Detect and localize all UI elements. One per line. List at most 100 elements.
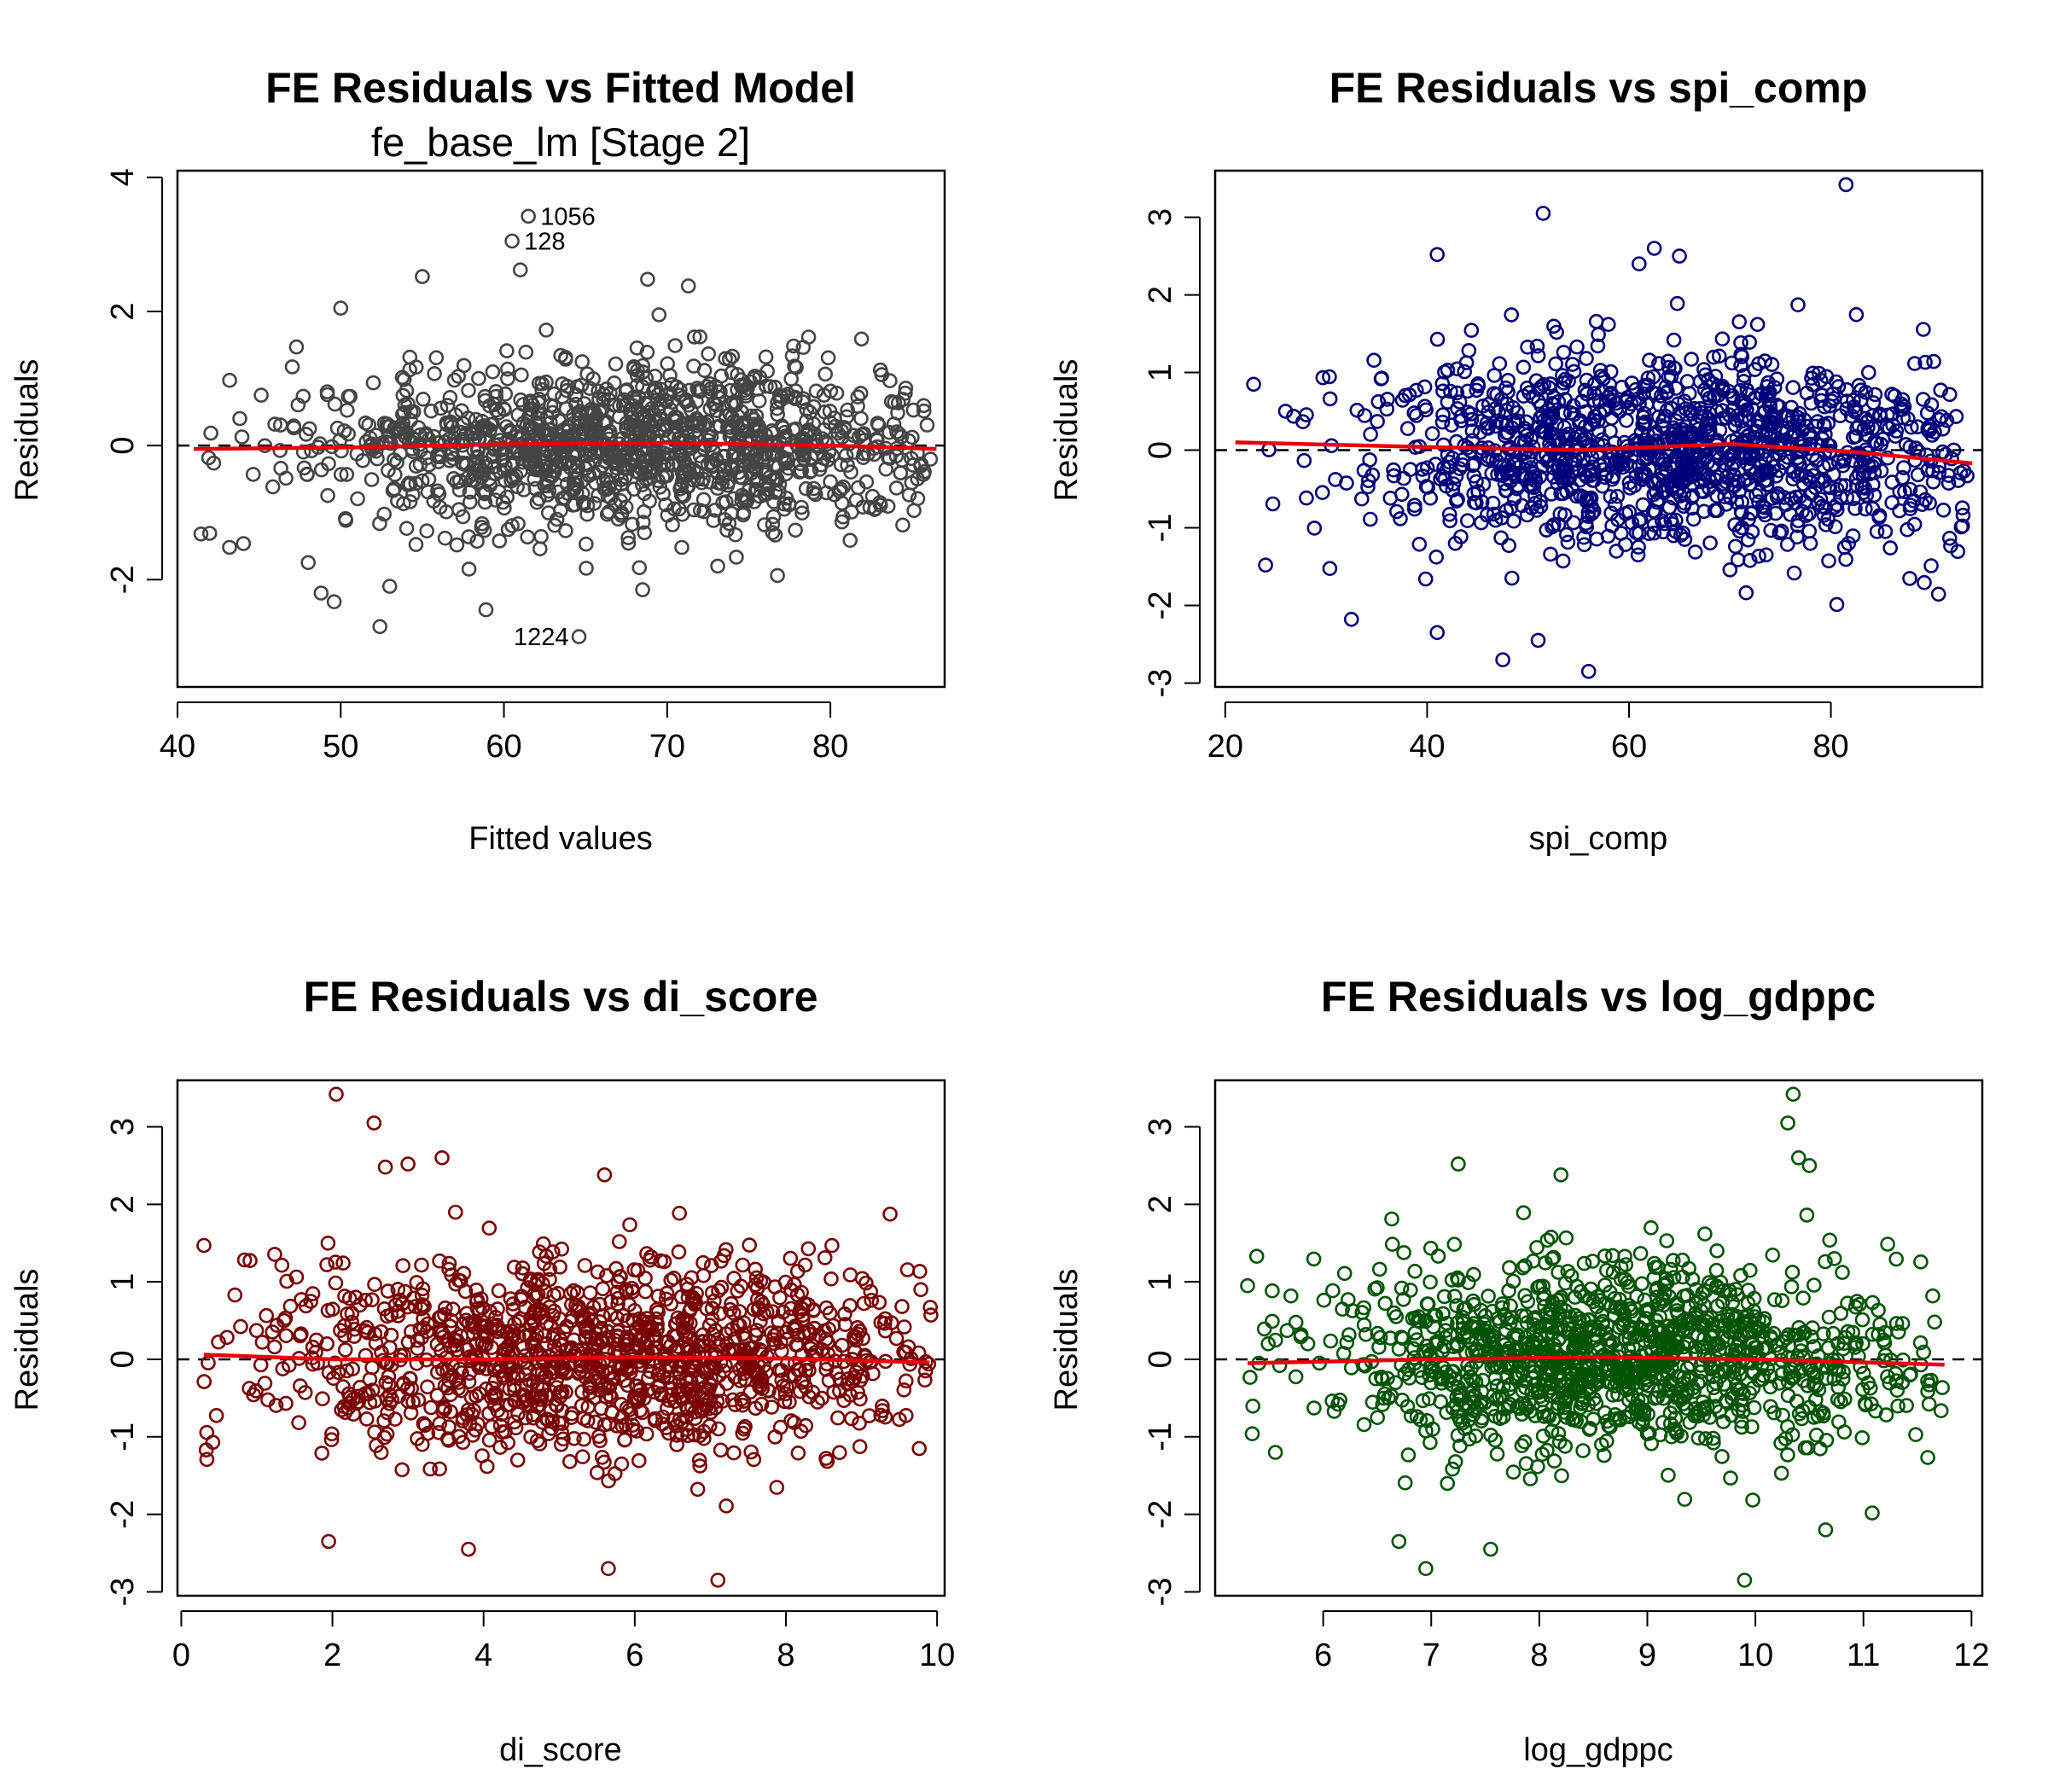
data-point xyxy=(696,363,713,378)
data-point xyxy=(389,455,404,470)
data-point xyxy=(1323,1333,1339,1349)
data-point xyxy=(535,1236,551,1252)
data-point xyxy=(273,460,288,476)
data-point xyxy=(714,471,730,486)
data-point xyxy=(624,1281,640,1296)
data-point xyxy=(716,1363,732,1379)
data-point xyxy=(1386,462,1401,478)
data-point xyxy=(1481,404,1496,420)
data-point xyxy=(1763,410,1779,425)
data-point xyxy=(650,401,666,416)
data-point xyxy=(1341,1292,1356,1307)
data-point xyxy=(485,364,501,380)
data-point xyxy=(1902,571,1917,586)
data-point xyxy=(541,483,557,499)
data-point xyxy=(1795,423,1810,439)
data-point xyxy=(1644,1220,1659,1236)
data-point xyxy=(1652,1427,1668,1443)
data-point xyxy=(666,1271,682,1286)
data-point xyxy=(861,1408,877,1423)
data-point xyxy=(1829,481,1845,497)
data-point xyxy=(730,450,746,466)
data-point xyxy=(591,1373,607,1388)
data-point xyxy=(619,420,634,436)
data-point xyxy=(272,443,288,458)
data-point xyxy=(1578,430,1593,446)
data-point xyxy=(617,1432,632,1448)
data-point xyxy=(1545,1249,1562,1265)
data-point xyxy=(1524,500,1539,516)
data-point xyxy=(369,451,385,467)
data-point xyxy=(471,370,486,387)
data-point xyxy=(1805,376,1821,393)
data-point xyxy=(488,1310,503,1325)
data-point xyxy=(1773,523,1789,539)
data-point xyxy=(706,513,721,528)
data-point xyxy=(1579,519,1594,535)
data-point xyxy=(1436,460,1452,476)
data-point xyxy=(526,1374,541,1390)
data-point xyxy=(1854,1430,1871,1446)
x-tick-label: 0 xyxy=(172,1638,190,1673)
data-point xyxy=(1766,380,1783,395)
data-point xyxy=(518,1393,533,1409)
data-point xyxy=(1837,478,1853,493)
data-point xyxy=(1898,437,1914,452)
data-point xyxy=(530,1273,546,1289)
data-point xyxy=(1857,1395,1873,1411)
data-point xyxy=(818,1362,835,1377)
data-point xyxy=(1583,1281,1599,1297)
data-point xyxy=(416,1311,431,1327)
data-point xyxy=(906,503,922,519)
data-point xyxy=(564,1405,580,1422)
data-point xyxy=(1822,1232,1837,1248)
data-point xyxy=(1871,508,1888,523)
data-point xyxy=(1598,466,1615,482)
data-point xyxy=(894,1299,910,1314)
data-point xyxy=(1517,1258,1533,1274)
chart-title: FE Residuals vs Fitted Model xyxy=(265,64,856,112)
data-point xyxy=(1915,497,1930,512)
data-point xyxy=(1714,331,1731,347)
data-point xyxy=(632,1329,649,1345)
data-point xyxy=(1394,393,1411,408)
data-point xyxy=(352,1297,368,1313)
x-tick-label: 2 xyxy=(323,1638,341,1673)
data-point xyxy=(513,392,528,408)
data-point xyxy=(647,1412,663,1428)
data-point xyxy=(1950,544,1966,560)
data-point xyxy=(342,388,358,404)
data-point xyxy=(1370,414,1385,429)
data-point xyxy=(527,422,542,439)
data-point xyxy=(490,1403,506,1418)
data-point xyxy=(622,1217,637,1233)
data-point xyxy=(1791,414,1807,429)
data-point xyxy=(1711,348,1727,364)
data-point xyxy=(679,1381,695,1397)
data-point xyxy=(373,1324,389,1340)
data-point xyxy=(709,1393,725,1409)
data-point xyxy=(736,507,751,523)
data-point xyxy=(690,382,707,399)
data-point xyxy=(724,1295,739,1312)
data-point xyxy=(390,1282,406,1297)
data-point xyxy=(751,1374,767,1389)
data-point xyxy=(1925,474,1941,490)
data-point xyxy=(730,1283,746,1299)
data-point xyxy=(345,1361,361,1376)
data-point xyxy=(637,1347,653,1363)
data-point xyxy=(1927,1314,1942,1330)
outlier-label: 1224 xyxy=(514,624,569,651)
data-point xyxy=(743,1444,759,1460)
data-point xyxy=(373,1445,389,1460)
data-point xyxy=(473,1318,488,1333)
data-point xyxy=(591,1428,607,1445)
data-point xyxy=(538,322,554,338)
data-point xyxy=(1785,380,1801,396)
data-point xyxy=(586,404,602,421)
data-point xyxy=(469,533,485,550)
data-point xyxy=(757,517,772,532)
data-point xyxy=(517,1348,533,1364)
y-axis-label: Residuals xyxy=(9,1269,45,1411)
data-point xyxy=(437,434,453,450)
